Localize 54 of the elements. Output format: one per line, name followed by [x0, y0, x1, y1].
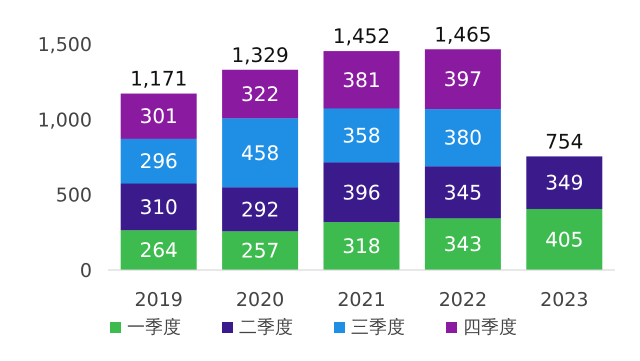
legend-label: 三季度: [351, 317, 405, 338]
y-tick-label: 1,000: [38, 109, 92, 132]
x-tick-label: 2022: [438, 289, 488, 311]
y-tick-label: 1,500: [38, 34, 92, 56]
total-label: 1,171: [130, 66, 188, 91]
bar: [526, 156, 602, 209]
x-tick-label: 2020: [236, 289, 284, 311]
data-label: 380: [444, 126, 482, 150]
data-label: 301: [140, 104, 178, 128]
legend-label: 四季度: [463, 317, 517, 338]
legend-label: 二季度: [239, 317, 293, 338]
x-tick-label: 2023: [540, 289, 588, 311]
data-label: 397: [444, 67, 482, 92]
data-label: 345: [444, 180, 482, 204]
bar: [222, 187, 298, 232]
bar: [120, 138, 197, 184]
x-tick-label: 2021: [337, 289, 386, 311]
data-label: 458: [241, 140, 280, 165]
data-label: 405: [545, 227, 584, 252]
bar: [120, 230, 197, 270]
legend-label: 一季度: [127, 317, 181, 338]
data-label: 296: [140, 149, 178, 174]
bar: [324, 108, 400, 162]
x-tick-label: 2019: [134, 289, 183, 311]
total-label: 754: [545, 129, 584, 154]
bar: [222, 70, 298, 118]
data-label: 318: [342, 234, 381, 258]
data-label: 310: [140, 194, 178, 219]
data-label: 343: [444, 232, 482, 256]
data-label: 381: [342, 68, 381, 92]
bar: [424, 218, 501, 270]
data-label: 358: [342, 123, 381, 148]
data-label: 264: [140, 238, 178, 262]
bar: [120, 94, 197, 139]
data-label: 396: [342, 180, 381, 204]
y-tick-label: 0: [80, 260, 92, 282]
bar: [324, 162, 400, 222]
bar: [424, 49, 501, 110]
bar: [424, 109, 501, 166]
bar: [324, 51, 400, 108]
data-label: 322: [241, 82, 280, 106]
bar: [526, 208, 602, 270]
total-label: 1,465: [434, 22, 492, 46]
bar: [424, 166, 501, 218]
data-label: 257: [241, 238, 280, 263]
bar: [324, 222, 400, 270]
bar: [120, 184, 197, 230]
bar: [222, 118, 298, 188]
total-label: 1,329: [231, 42, 289, 67]
total-label: 1,452: [332, 24, 390, 48]
bar: [222, 231, 298, 270]
data-label: 349: [545, 170, 584, 195]
data-label: 292: [241, 197, 280, 222]
y-tick-label: 500: [56, 184, 92, 207]
